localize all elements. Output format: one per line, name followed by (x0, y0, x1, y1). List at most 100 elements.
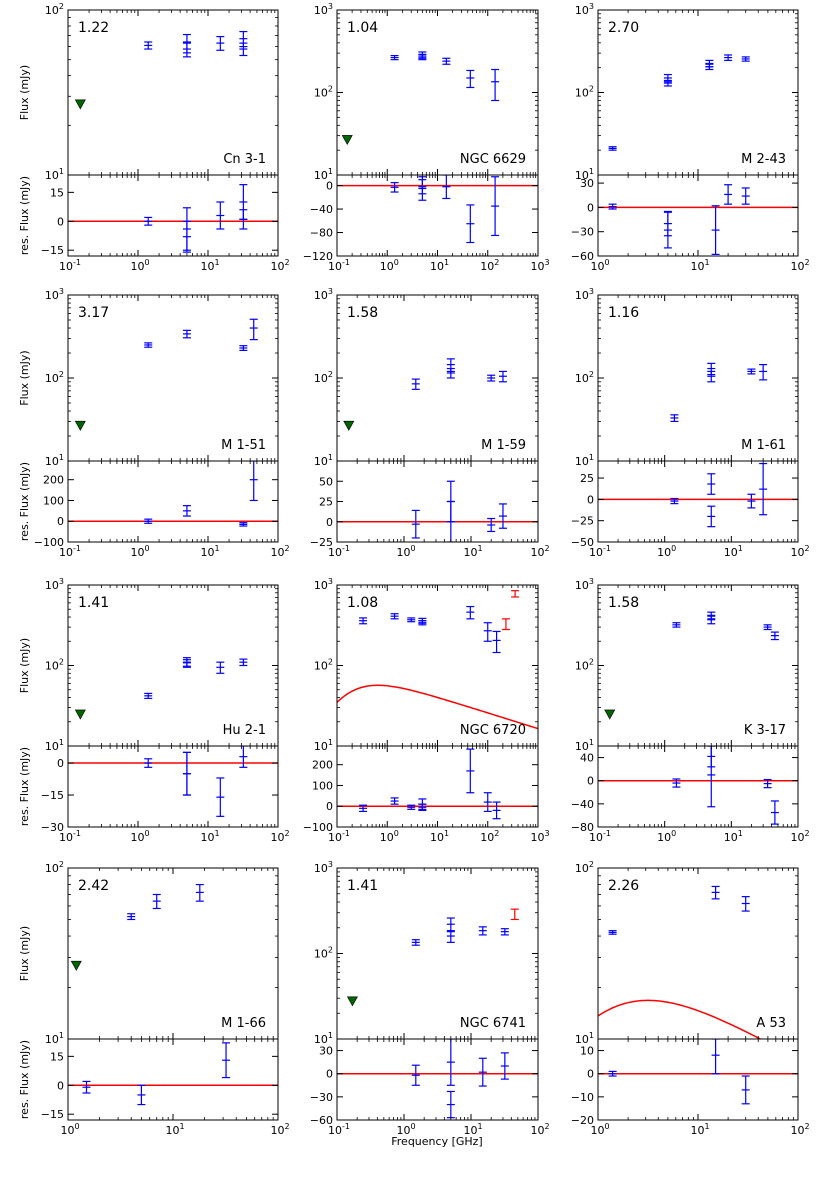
x-tick-label: 102 (270, 258, 289, 273)
x-tick-label: 101 (690, 1122, 709, 1137)
residual-errorbar (711, 205, 720, 255)
residual-axes-frame (336, 745, 539, 828)
residual-errorbar (411, 1064, 420, 1086)
x-tick-label: 103 (530, 258, 549, 273)
residual-point (763, 778, 772, 789)
data-point (182, 41, 191, 58)
x-tick-label: 100 (657, 544, 676, 559)
y-tick-label: 103 (575, 287, 594, 302)
x-tick-label: 102 (790, 1122, 809, 1137)
residual-axes-frame (597, 174, 799, 257)
object-name: NGC 6741 (460, 1016, 526, 1031)
residual-errorbar (418, 179, 427, 195)
x-tick-label: 10-1 (59, 544, 81, 559)
x-tick-label: 10-1 (589, 544, 611, 559)
residual-point (608, 1070, 617, 1077)
ratio-label: 1.04 (347, 20, 378, 36)
x-tick-label: 10-1 (328, 544, 350, 559)
residual-axes-frame (597, 460, 799, 543)
residual-errorbar (144, 758, 153, 768)
object-name: M 1-61 (741, 438, 786, 453)
y-tick-label: 102 (575, 860, 594, 875)
y-tick-label: 102 (575, 370, 594, 385)
residual-tick-label: −80 (571, 821, 594, 834)
x-tick-label: 101 (463, 544, 482, 559)
residual-errorbar (711, 1039, 720, 1075)
residual-point (663, 211, 672, 249)
ratio-label: 2.42 (78, 878, 109, 894)
y-tick-label: 103 (45, 577, 64, 592)
data-point (724, 54, 733, 61)
data-point (770, 631, 779, 641)
residual-tick-label: 15 (50, 186, 64, 199)
data-point (759, 364, 768, 381)
upper-limit-marker (74, 420, 86, 431)
flux-y-axis-title: Flux (mJy) (18, 65, 31, 120)
residual-point (498, 503, 507, 529)
x-tick-label: 100 (60, 1122, 79, 1137)
residual-tick-label: 15 (50, 1050, 64, 1063)
x-tick-label: 100 (380, 258, 399, 273)
residual-tick-label: 30 (319, 1045, 333, 1058)
residual-errorbar (487, 517, 496, 533)
residual-axes-frame (597, 1038, 799, 1121)
data-point (707, 370, 716, 383)
residual-errorbar (707, 505, 716, 528)
upper-limit-marker (74, 99, 86, 110)
data-point (446, 930, 455, 943)
residual-errorbar (498, 503, 507, 529)
residual-errorbar (216, 777, 225, 817)
residual-point (216, 201, 225, 230)
object-name: M 1-59 (481, 438, 526, 453)
y-tick-label: 103 (314, 577, 333, 592)
residual-tick-label: 100 (312, 779, 333, 792)
residual-tick-label: 0 (326, 1068, 333, 1081)
residual-errorbar (239, 522, 248, 527)
object-name: A 53 (756, 1016, 786, 1031)
residual-point (608, 203, 617, 210)
residual-tick-label: 50 (319, 475, 333, 488)
model-curve (106, 1144, 278, 1181)
data-point (707, 615, 716, 625)
x-tick-label: 10-1 (328, 258, 350, 273)
residual-point (711, 1039, 720, 1075)
residual-tick-label: 0 (587, 775, 594, 788)
residual-errorbar (707, 746, 716, 808)
x-tick-label: 101 (463, 1122, 482, 1137)
residual-errorbar (239, 209, 248, 230)
ratio-label: 1.16 (608, 305, 639, 321)
residual-tick-label: −30 (571, 226, 594, 239)
data-point (239, 345, 248, 352)
panel-ngc-6720: 10-1 100 101 102 103 101 102 103 −100 0 100 200 1.08… (303, 577, 550, 844)
residual-errorbar (672, 778, 681, 788)
y-tick-label: 102 (314, 658, 333, 673)
residual-point (216, 777, 225, 817)
residual-point (239, 209, 248, 230)
y-tick-label: 102 (45, 658, 64, 673)
data-point (359, 617, 368, 625)
residual-errorbar (741, 1075, 750, 1105)
residual-errorbar (407, 804, 416, 810)
residual-point (182, 505, 191, 517)
model-curve (642, 460, 660, 461)
x-tick-label: 100 (130, 829, 149, 844)
residual-errorbar (390, 797, 399, 805)
x-tick-label: 100 (590, 258, 609, 273)
residual-errorbar (608, 1070, 617, 1077)
y-tick-label: 102 (45, 370, 64, 385)
ratio-label: 2.26 (608, 878, 639, 894)
y-tick-label: 101 (314, 738, 333, 753)
y-tick-label: 101 (45, 1031, 64, 1046)
ratio-label: 1.08 (347, 595, 378, 611)
residual-errorbar (182, 220, 191, 253)
residual-tick-label: 0 (587, 201, 594, 214)
x-tick-label: 10-1 (589, 829, 611, 844)
residual-errorbar (492, 801, 501, 820)
excluded-point (511, 590, 520, 598)
panel-m-1-66: 100 101 102 101 102 −15 0 15 2.42 M 1-66 Flux (mJy… (18, 860, 290, 1181)
data-point (466, 69, 475, 89)
y-tick-label: 103 (314, 287, 333, 302)
data-point (144, 41, 153, 50)
residual-errorbar (478, 1057, 487, 1087)
y-tick-label: 103 (575, 2, 594, 17)
